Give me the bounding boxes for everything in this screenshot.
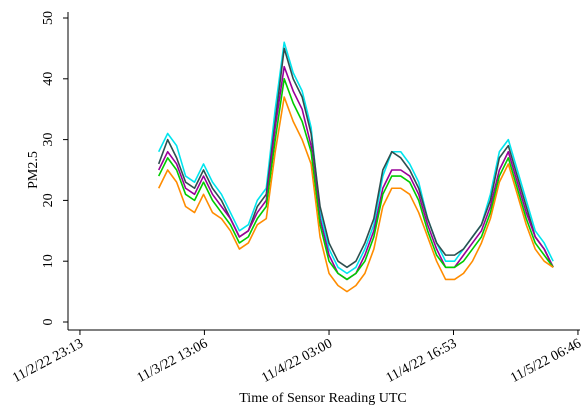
y-tick-label: 50 — [41, 11, 56, 25]
series-line — [157, 96, 554, 293]
y-tick-label: 40 — [41, 72, 56, 86]
y-axis-title: PM2.5 — [26, 151, 41, 189]
x-axis-title: Time of Sensor Reading UTC — [239, 391, 406, 406]
y-tick-label: 20 — [41, 193, 56, 207]
series-line — [157, 78, 554, 281]
series-line — [157, 41, 554, 275]
y-tick-label: 10 — [41, 254, 56, 268]
series-line — [157, 47, 554, 269]
y-tick-label: 0 — [41, 319, 56, 326]
y-tick-label: 30 — [41, 133, 56, 147]
